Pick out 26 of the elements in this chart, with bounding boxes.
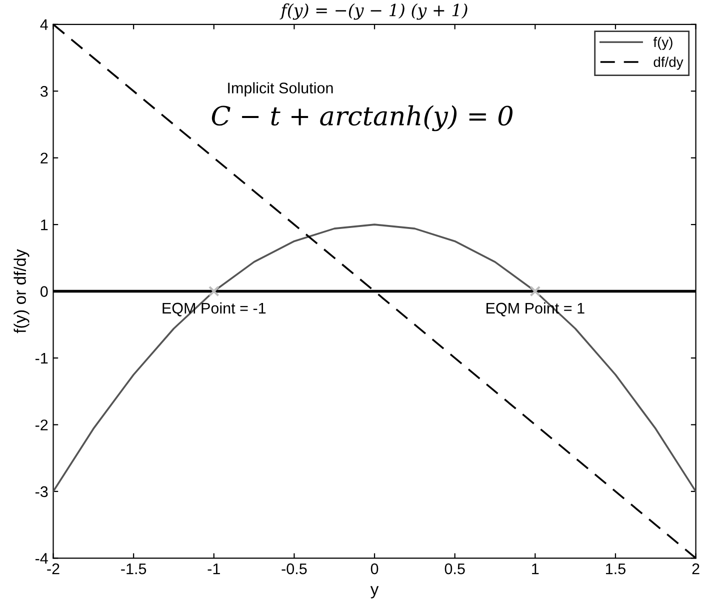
x-tick-label: 0 [370, 563, 378, 574]
legend-label: df/dy [654, 56, 684, 70]
annotation: EQM Point = -1 [162, 302, 266, 316]
x-tick-label: -1.5 [121, 564, 146, 574]
x-tick-label: -1 [208, 564, 220, 574]
y-axis-title: f(y) or df/dy [14, 249, 30, 334]
legend-label: f(y) [653, 36, 672, 50]
x-tick-label: 2 [692, 563, 700, 574]
x-tick-label: 1.5 [606, 564, 626, 574]
chart-title: f(y) = −(y − 1) (y + 1) [280, 3, 468, 20]
y-tick-label: 4 [40, 19, 48, 30]
x-tick-label: 1 [532, 564, 539, 574]
x-axis-title: y [370, 586, 379, 598]
y-tick-label: -1 [35, 353, 48, 364]
y-tick-label: 0 [40, 286, 48, 297]
x-tick-label: 0.5 [444, 563, 465, 574]
y-tick-label: 2 [40, 152, 48, 164]
y-tick-label: 1 [41, 220, 48, 230]
line-series [53, 224, 696, 492]
y-tick-label: -3 [35, 486, 48, 498]
annotation: Implicit Solution [228, 82, 333, 96]
y-tick-label: -4 [35, 553, 48, 564]
x-tick-label: -0.5 [282, 563, 307, 574]
y-tick-label: 3 [40, 86, 48, 97]
annotation: C − t + arctanh(y) = 0 [212, 105, 513, 132]
y-tick-label: -2 [35, 420, 48, 430]
